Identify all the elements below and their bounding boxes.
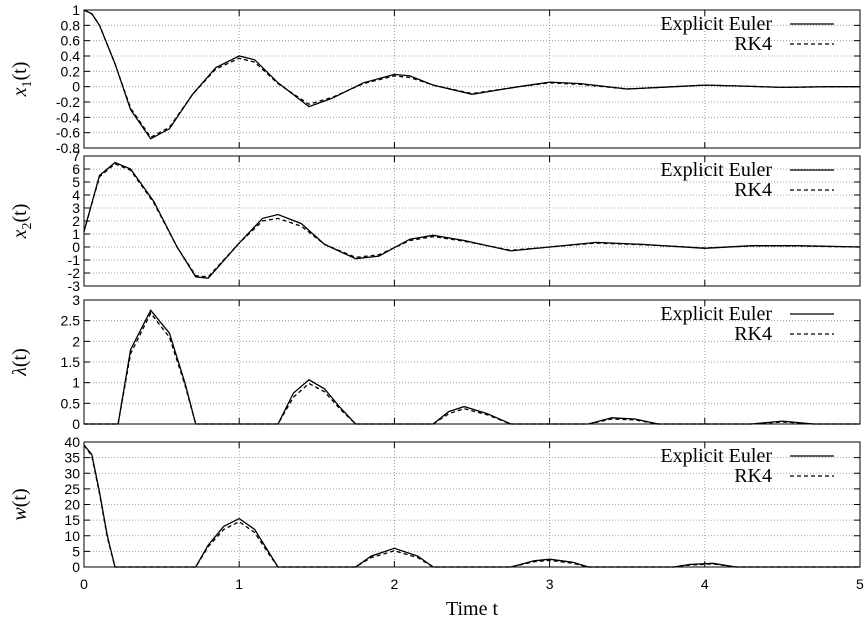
legend-label: RK4 xyxy=(734,33,772,55)
plot-frame xyxy=(83,9,861,149)
y-tick-label: 40 xyxy=(64,434,80,450)
y-tick-label: 30 xyxy=(64,465,80,481)
y-axis-label-var: λ xyxy=(9,367,31,377)
series-line-rk4 xyxy=(83,9,860,139)
x-axis-label: Time t xyxy=(446,598,499,620)
y-tick-label: 1 xyxy=(72,226,80,242)
y-tick-label: 2 xyxy=(72,213,80,229)
y-tick-label: 3 xyxy=(72,292,80,308)
legend-label: Explicit Euler xyxy=(660,303,772,325)
y-tick-label: 1.5 xyxy=(61,354,81,370)
y-tick-label: 25 xyxy=(64,481,80,497)
y-tick-label: 2 xyxy=(72,333,80,349)
legend-label: Explicit Euler xyxy=(660,13,772,35)
y-tick-label: 5 xyxy=(72,543,80,559)
legend-label: RK4 xyxy=(734,465,772,487)
y-tick-label: 1 xyxy=(72,2,80,18)
y-tick-label: 0 xyxy=(72,559,80,575)
x-tick-label: 4 xyxy=(701,576,709,592)
y-tick-label: 0 xyxy=(72,239,80,255)
y-axis-label: x1(t) xyxy=(9,62,35,98)
y-axis-label-var: x xyxy=(9,229,31,239)
y-tick-label: 5 xyxy=(72,174,80,190)
y-tick-label: -3 xyxy=(68,278,81,294)
y-tick-label: 15 xyxy=(64,512,80,528)
y-axis-label-var: w xyxy=(9,507,31,521)
x-tick-label: 5 xyxy=(856,576,864,592)
y-axis-label: w(t) xyxy=(9,488,31,520)
series-line-rk4 xyxy=(84,311,860,425)
y-axis-label-var: x xyxy=(9,87,31,97)
series-line-rk4 xyxy=(83,163,861,278)
y-tick-label: 7 xyxy=(72,148,80,164)
y-axis-label-arg: (t) xyxy=(9,348,31,367)
y-tick-label: 10 xyxy=(64,528,80,544)
y-axis-label-subscript: 1 xyxy=(20,81,35,88)
series-line-rk4 xyxy=(83,444,860,568)
x-tick-label: 0 xyxy=(80,576,88,592)
y-axis-label-arg: (t) xyxy=(9,488,31,507)
y-axis-label-arg: (t) xyxy=(9,204,31,223)
legend-label: RK4 xyxy=(734,179,772,201)
y-tick-label: 1 xyxy=(72,375,80,391)
x-tick-label: 1 xyxy=(235,576,243,592)
x-tick-label: 2 xyxy=(391,576,399,592)
y-tick-label: -0.6 xyxy=(56,125,80,141)
plot-frame xyxy=(83,299,861,425)
y-tick-label: 0 xyxy=(72,416,80,432)
y-tick-label: -0.2 xyxy=(56,94,80,110)
y-tick-label: 0.8 xyxy=(61,17,81,33)
y-tick-label: 0.2 xyxy=(61,63,81,79)
plot-frame xyxy=(83,155,861,287)
y-tick-label: 0 xyxy=(72,79,80,95)
y-tick-label: 0.6 xyxy=(61,33,81,49)
y-axis-label: x2(t) xyxy=(9,204,35,240)
y-tick-label: -0.4 xyxy=(56,109,80,125)
y-axis-label-subscript: 2 xyxy=(20,223,35,230)
y-tick-label: 4 xyxy=(72,187,80,203)
y-tick-label: 20 xyxy=(64,497,80,513)
legend-label: Explicit Euler xyxy=(660,445,772,467)
y-tick-label: -1 xyxy=(68,252,81,268)
legend-label: RK4 xyxy=(734,323,772,345)
y-tick-label: -0.8 xyxy=(56,140,80,156)
x-tick-label: 3 xyxy=(546,576,554,592)
y-tick-label: 0.4 xyxy=(61,48,81,64)
y-axis-label: λ(t) xyxy=(9,348,31,377)
y-tick-label: 0.5 xyxy=(61,395,81,411)
legend-label: Explicit Euler xyxy=(660,159,772,181)
y-tick-label: 35 xyxy=(64,450,80,466)
y-axis-label-arg: (t) xyxy=(9,62,31,81)
y-tick-label: -2 xyxy=(68,265,81,281)
y-tick-label: 2.5 xyxy=(61,313,81,329)
y-tick-label: 6 xyxy=(72,161,80,177)
y-tick-label: 3 xyxy=(72,200,80,216)
